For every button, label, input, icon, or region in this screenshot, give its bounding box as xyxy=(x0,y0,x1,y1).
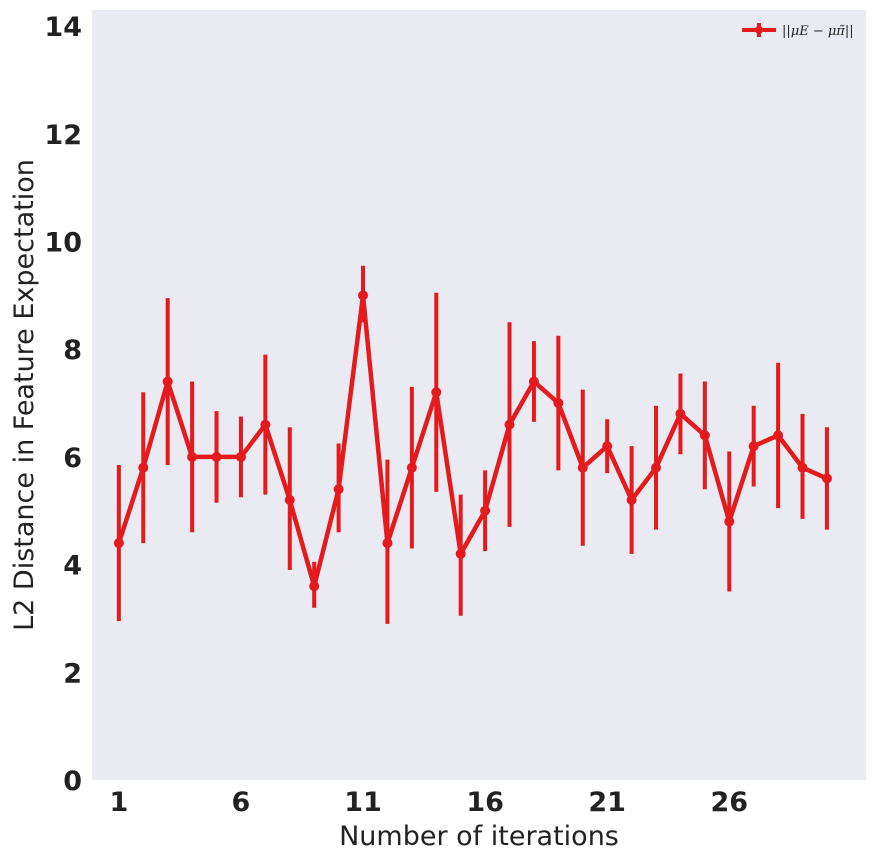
x-axis-label: Number of iterations xyxy=(339,821,619,852)
data-point xyxy=(235,451,246,462)
data-point xyxy=(626,495,637,505)
y-tick-label: 10 xyxy=(44,228,82,259)
data-point xyxy=(528,376,539,387)
y-tick-label: 14 xyxy=(44,12,82,43)
data-point xyxy=(162,376,173,387)
data-point xyxy=(113,538,124,549)
data-point xyxy=(675,408,686,419)
data-point xyxy=(333,484,344,495)
data-points xyxy=(113,290,832,592)
data-point xyxy=(431,387,442,398)
data-point xyxy=(358,290,369,301)
x-tick-labels: 1 6 11 16 21 26 xyxy=(109,787,748,818)
data-point xyxy=(748,441,759,452)
data-point xyxy=(577,462,588,473)
y-tick-label: 6 xyxy=(63,443,82,474)
y-tick-label: 12 xyxy=(44,120,82,151)
data-point xyxy=(773,430,784,441)
plot-area xyxy=(92,10,866,780)
data-point xyxy=(724,516,735,527)
legend: ||μE − μπ̃|| xyxy=(742,23,854,39)
data-point xyxy=(699,430,710,441)
y-tick-label: 8 xyxy=(63,335,82,366)
y-tick-label: 2 xyxy=(63,658,82,689)
data-point xyxy=(553,398,564,409)
legend-swatch-marker xyxy=(755,26,763,34)
data-point xyxy=(821,473,832,484)
y-axis-label: L2 Distance in Feature Expectation xyxy=(9,159,40,631)
y-tick-labels: 0 2 4 6 8 10 12 14 xyxy=(44,12,82,797)
data-point xyxy=(284,495,295,505)
data-point xyxy=(382,538,393,549)
x-tick-label: 1 xyxy=(109,787,128,818)
data-point xyxy=(187,451,198,462)
x-tick-label: 6 xyxy=(232,787,251,818)
data-point xyxy=(504,419,515,430)
data-point xyxy=(406,462,417,473)
x-tick-label: 21 xyxy=(588,787,626,818)
data-point xyxy=(260,419,271,430)
x-tick-label: 16 xyxy=(466,787,504,818)
y-tick-label: 0 xyxy=(63,766,82,797)
legend-label: ||μE − μπ̃|| xyxy=(782,24,854,39)
y-tick-label: 4 xyxy=(63,551,82,582)
x-tick-label: 11 xyxy=(344,787,382,818)
data-point xyxy=(602,441,613,452)
data-point xyxy=(455,548,466,559)
data-point xyxy=(138,462,149,473)
data-point xyxy=(651,462,662,473)
x-tick-label: 26 xyxy=(710,787,748,818)
data-point xyxy=(309,581,320,592)
data-point xyxy=(797,462,808,473)
data-point xyxy=(480,505,491,516)
data-point xyxy=(211,451,222,462)
